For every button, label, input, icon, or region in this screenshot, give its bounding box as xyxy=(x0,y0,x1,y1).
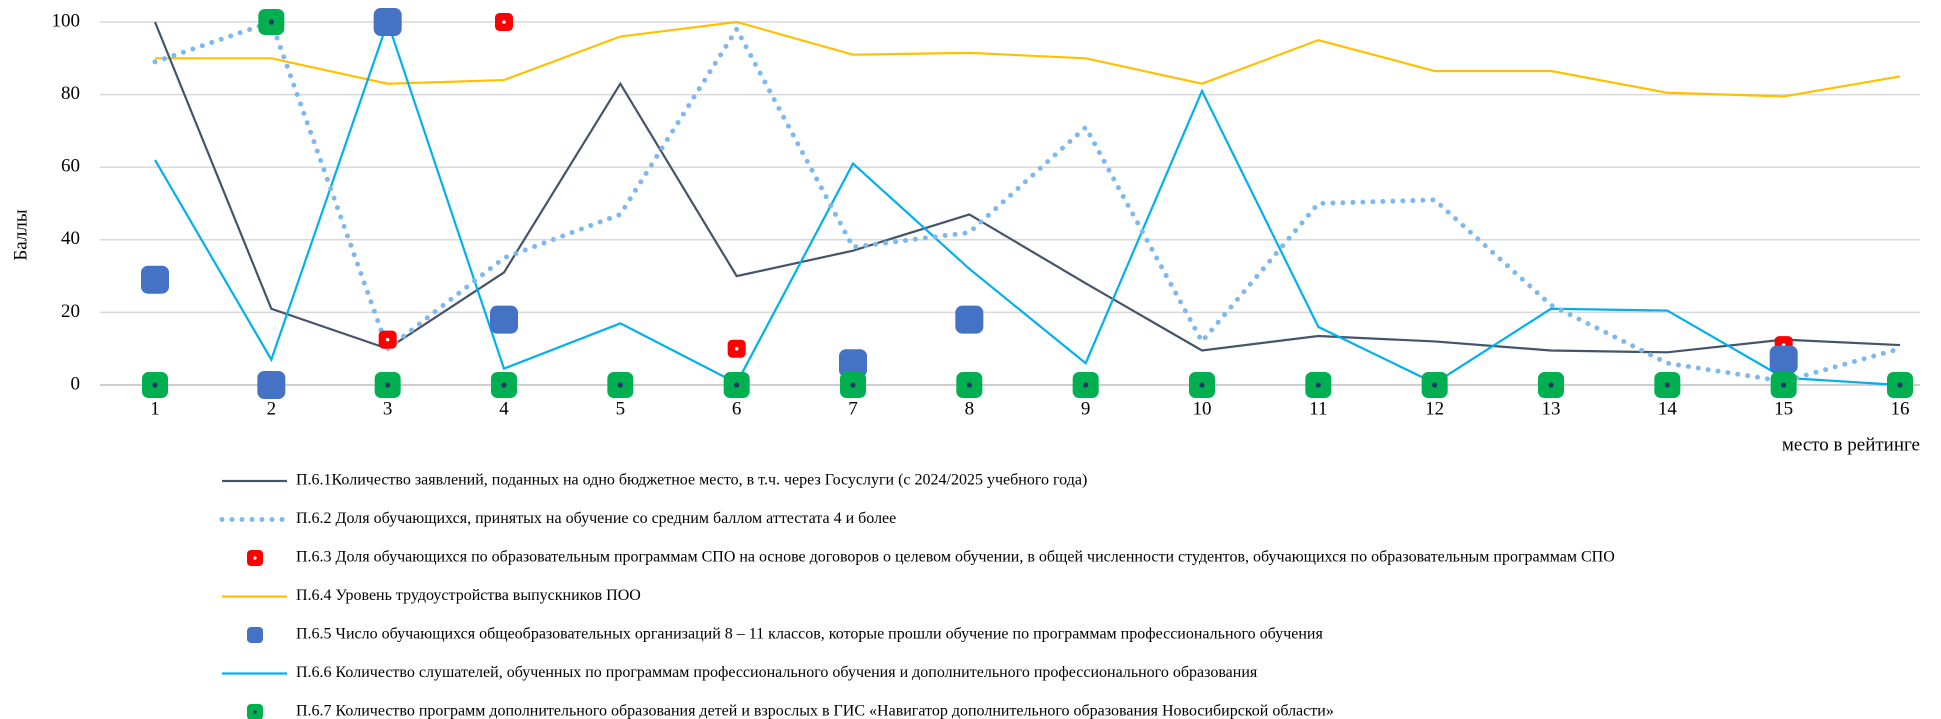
marker-dot xyxy=(1315,382,1321,388)
x-tick-label: 15 xyxy=(1774,398,1793,419)
legend-label: П.6.6 Количество слушателей, обученных п… xyxy=(296,664,1258,681)
x-tick-label: 7 xyxy=(848,398,858,419)
marker-dot xyxy=(152,276,158,283)
x-tick-label: 12 xyxy=(1425,398,1444,419)
x-tick-label: 4 xyxy=(499,398,509,419)
legend-label: П.6.3 Доля обучающихся по образовательны… xyxy=(296,549,1615,566)
legend-label: П.6.1Количество заявлений, поданных на о… xyxy=(296,472,1087,489)
marker-dot xyxy=(1083,382,1089,388)
x-tick-label: 6 xyxy=(732,398,742,419)
y-tick-label: 0 xyxy=(71,373,81,394)
marker-dot xyxy=(1781,382,1787,388)
marker-dot xyxy=(1780,356,1787,363)
x-tick-label: 2 xyxy=(267,398,277,419)
y-tick-label: 100 xyxy=(52,10,81,31)
x-tick-label: 16 xyxy=(1891,398,1910,419)
marker-dot xyxy=(1199,382,1205,388)
x-tick-label: 9 xyxy=(1081,398,1091,419)
y-tick-label: 40 xyxy=(61,228,80,249)
x-tick-label: 5 xyxy=(616,398,626,419)
x-tick-label: 11 xyxy=(1309,398,1327,419)
marker-dot xyxy=(501,382,507,388)
x-tick-label: 10 xyxy=(1193,398,1212,419)
y-tick-label: 80 xyxy=(61,83,80,104)
legend-label: П.6.5 Число обучающихся общеобразователь… xyxy=(296,626,1323,643)
y-axis-label: Баллы xyxy=(10,209,31,260)
legend-label: П.6.2 Доля обучающихся, принятых на обуч… xyxy=(296,510,896,527)
series-line xyxy=(152,18,1903,384)
marker-dot xyxy=(966,316,973,323)
marker-dot xyxy=(501,316,507,323)
legend-label: П.6.4 Уровень трудоустройства выпускнико… xyxy=(296,587,641,604)
marker-dot xyxy=(502,20,506,24)
x-tick-label: 13 xyxy=(1542,398,1561,419)
x-tick-label: 14 xyxy=(1658,398,1678,419)
marker-dot xyxy=(152,382,158,388)
x-tick-label: 8 xyxy=(965,398,975,419)
series-line xyxy=(153,21,1901,354)
marker-dot xyxy=(1664,382,1670,388)
marker-dot xyxy=(850,382,856,388)
marker-dot xyxy=(617,382,623,388)
marker-dot xyxy=(385,337,390,342)
marker-dot xyxy=(966,382,972,388)
legend-marker-dot xyxy=(253,710,257,714)
marker-dot xyxy=(850,360,856,367)
marker-dot xyxy=(1897,382,1903,388)
legend-label: П.6.7 Количество программ дополнительног… xyxy=(296,703,1334,719)
marker-dot xyxy=(268,19,274,25)
marker-dot xyxy=(384,19,391,25)
marker-dot xyxy=(1432,382,1438,388)
y-tick-label: 60 xyxy=(61,156,80,177)
marker-dot xyxy=(1548,382,1554,388)
marker-dot xyxy=(734,382,740,388)
series-line xyxy=(155,20,1901,98)
y-tick-label: 20 xyxy=(61,301,80,322)
x-tick-label: 3 xyxy=(383,398,393,419)
marker-dot xyxy=(734,346,739,351)
x-tick-label: 1 xyxy=(150,398,160,419)
marker-dot xyxy=(268,382,275,388)
marker-dot xyxy=(385,382,391,388)
series-line xyxy=(154,18,1901,387)
legend-marker-dot xyxy=(253,633,257,637)
x-axis-label: место в рейтинге xyxy=(1782,434,1920,455)
legend-marker-dot xyxy=(253,556,257,560)
